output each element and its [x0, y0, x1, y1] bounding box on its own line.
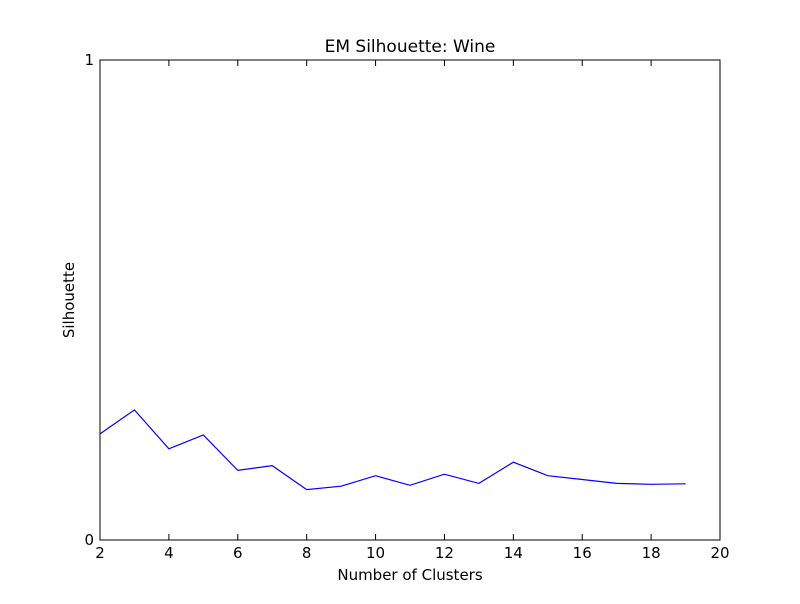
x-tick-label: 6 [233, 544, 243, 562]
x-tick-label: 14 [504, 544, 523, 562]
x-tick-label: 20 [710, 544, 729, 562]
x-axis-label: Number of Clusters [337, 566, 482, 584]
y-tick-label: 0 [84, 531, 94, 549]
x-tick-label: 8 [302, 544, 312, 562]
chart-title: EM Silhouette: Wine [325, 37, 496, 57]
y-axis-label: Silhouette [60, 262, 78, 338]
series-line [99, 409, 686, 491]
x-tick-label: 18 [642, 544, 661, 562]
plot-area: 2 4 6 8 10 12 14 16 18 20 0 1 [84, 51, 729, 562]
y-tick-label: 1 [84, 51, 94, 69]
x-tick-label: 12 [435, 544, 454, 562]
plot-frame [99, 59, 721, 541]
x-tick-label: 4 [164, 544, 174, 562]
x-tick-label: 10 [366, 544, 385, 562]
x-tick-label: 16 [573, 544, 592, 562]
x-tick-label: 2 [95, 544, 105, 562]
